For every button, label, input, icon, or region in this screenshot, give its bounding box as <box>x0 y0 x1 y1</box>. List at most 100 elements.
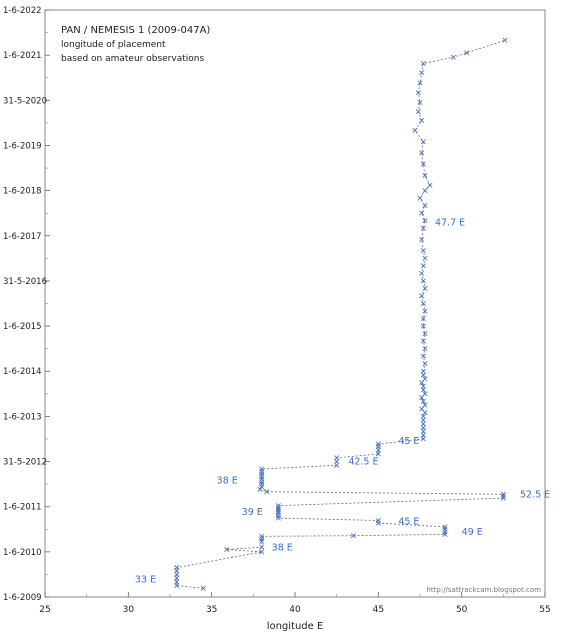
data-point <box>420 263 426 269</box>
data-point-stroke <box>419 118 425 124</box>
data-point <box>422 376 428 382</box>
data-point-stroke <box>419 70 425 76</box>
data-point-stroke <box>174 579 180 585</box>
data-point <box>420 248 426 254</box>
data-point-stroke <box>422 361 428 367</box>
annotation-label: 33 E <box>135 575 156 586</box>
data-point <box>500 491 506 497</box>
data-point <box>422 188 428 194</box>
data-point-stroke <box>257 486 263 492</box>
data-point-stroke <box>415 109 421 115</box>
data-point <box>420 300 426 307</box>
data-point-stroke <box>275 503 281 509</box>
y-tick-label: 1-6-2013 <box>3 412 42 422</box>
data-point <box>420 278 426 284</box>
data-point <box>427 182 433 188</box>
data-point-stroke <box>420 432 426 438</box>
data-point-stroke <box>420 436 426 442</box>
data-point-stroke <box>419 237 425 243</box>
data-point-stroke <box>420 300 426 307</box>
data-point-stroke <box>422 402 428 408</box>
data-point-stroke <box>412 127 418 133</box>
data-point <box>422 391 428 397</box>
data-point <box>174 575 180 581</box>
x-tick-label: 30 <box>123 605 135 615</box>
data-point <box>500 493 506 499</box>
data-point <box>420 61 426 67</box>
annotation-label: 38 E <box>217 475 238 486</box>
data-point <box>420 323 426 329</box>
data-point-stroke <box>419 150 425 156</box>
y-tick-label: 1-6-2010 <box>3 548 42 558</box>
data-point-stroke <box>415 90 421 96</box>
x-tick-label: 40 <box>289 605 301 615</box>
annotation-label: 49 E <box>462 527 483 538</box>
data-point <box>420 353 426 359</box>
data-point-stroke <box>422 391 428 397</box>
data-point-stroke <box>419 293 425 299</box>
annotation-label: 45 E <box>398 436 419 447</box>
data-point <box>422 402 428 408</box>
data-point <box>420 425 426 431</box>
annotation-label: 52.5 E <box>520 489 550 500</box>
data-point <box>420 161 426 167</box>
data-point-stroke <box>450 54 456 60</box>
data-point <box>420 225 426 231</box>
y-tick-label: 1-6-2018 <box>3 187 42 197</box>
data-point-stroke <box>420 387 426 393</box>
data-point-stroke <box>420 417 426 423</box>
data-point-stroke <box>502 37 508 43</box>
data-point-stroke <box>420 161 426 167</box>
data-point-stroke <box>419 210 425 216</box>
data-point-stroke <box>417 195 423 201</box>
data-point <box>334 455 340 461</box>
chart-subtitle-line-1: longitude of placement <box>61 40 166 50</box>
data-point <box>420 139 426 145</box>
data-point-stroke <box>275 505 281 511</box>
x-tick-label: 50 <box>456 605 468 615</box>
data-point <box>420 368 426 374</box>
data-point <box>420 417 426 423</box>
data-point-stroke <box>420 421 426 427</box>
data-point-stroke <box>420 372 426 378</box>
y-tick-label: 1-6-2017 <box>3 232 42 242</box>
data-point-stroke <box>442 524 448 530</box>
data-point <box>200 585 206 591</box>
x-tick-group: 25 30 35 40 45 50 55 <box>39 592 551 615</box>
data-point <box>419 270 425 276</box>
data-point <box>259 533 265 539</box>
data-point <box>450 54 456 60</box>
data-point <box>259 544 265 550</box>
y-tick-label: 1-6-2015 <box>3 322 42 332</box>
data-point <box>420 436 426 442</box>
data-point-stroke <box>420 413 426 419</box>
data-point <box>464 50 470 56</box>
data-point <box>375 441 381 447</box>
y-tick-label: 1-6-2014 <box>3 367 42 377</box>
data-point-stroke <box>422 331 428 337</box>
data-point <box>419 118 425 124</box>
data-point <box>415 90 421 96</box>
data-point <box>174 571 180 577</box>
data-point <box>422 346 428 352</box>
y-tick-label: 31-5-2016 <box>3 277 47 287</box>
data-point-stroke <box>420 425 426 431</box>
credit-text: http://sattrackcam.blogspot.com <box>426 586 541 594</box>
data-point-stroke <box>422 218 428 224</box>
data-point <box>419 70 425 76</box>
data-point-stroke <box>334 462 340 468</box>
data-point-stroke <box>224 547 230 553</box>
data-point-stroke <box>200 585 206 591</box>
data-point <box>420 432 426 438</box>
data-point <box>259 466 265 472</box>
data-point-stroke <box>422 308 428 314</box>
data-point-stroke <box>350 533 356 539</box>
data-point-stroke <box>420 278 426 284</box>
data-point <box>275 508 281 514</box>
data-point-stroke <box>174 583 180 589</box>
chart-title: PAN / NEMESIS 1 (2009-047A) <box>61 25 210 36</box>
data-point <box>174 583 180 589</box>
y-tick-label: 1-6-2011 <box>3 503 42 513</box>
data-point-stroke <box>259 466 265 472</box>
x-tick-label: 25 <box>39 605 50 615</box>
